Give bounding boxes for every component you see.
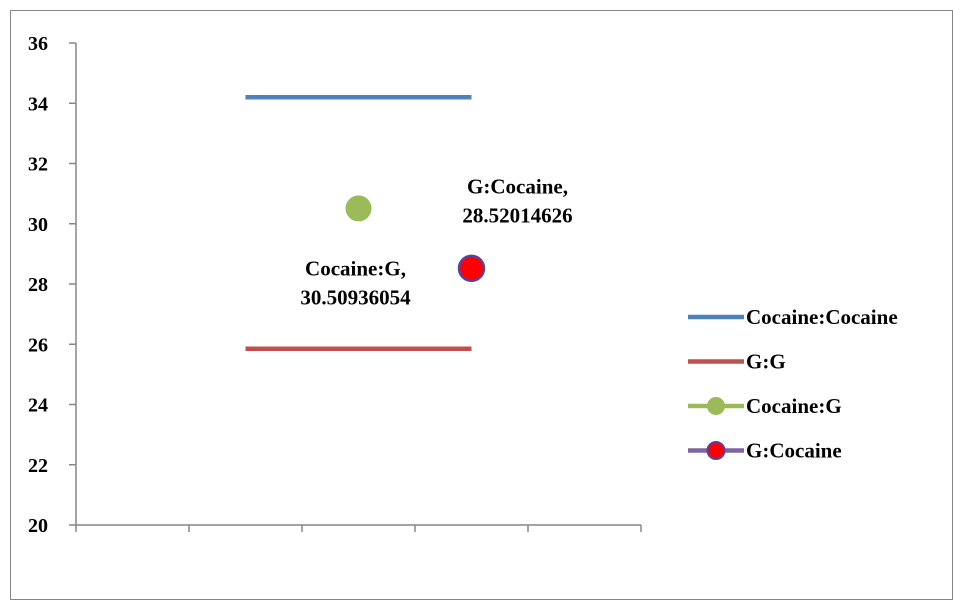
data-label-g-cocaine: G:Cocaine, — [467, 174, 568, 198]
data-point-cocaine-g — [345, 195, 372, 222]
y-tick-label: 24 — [28, 395, 48, 417]
data-label-g-cocaine: 28.52014626 — [462, 203, 572, 227]
series-layer — [245, 94, 486, 352]
y-ticks: 20 22 24 26 28 30 32 34 36 — [28, 33, 76, 537]
y-tick-label: 30 — [28, 214, 48, 236]
y-tick-label: 34 — [28, 93, 48, 115]
chart-frame — [10, 10, 953, 600]
chart-axes — [75, 43, 641, 526]
legend-label-cocaine-cocaine: Cocaine:Cocaine — [746, 305, 898, 329]
y-tick-label: 20 — [28, 515, 48, 537]
y-tick-label: 36 — [28, 33, 48, 55]
legend-marker-g-cocaine — [706, 441, 726, 460]
legend-label-g-g: G:G — [746, 350, 786, 374]
legend-marker-cocaine-g — [707, 397, 725, 415]
x-ticks — [75, 525, 642, 532]
legend: Cocaine:Cocaine G:G Cocaine:G G:Cocaine — [688, 305, 898, 463]
y-tick-label: 28 — [28, 274, 48, 296]
y-tick-label: 26 — [28, 334, 48, 356]
y-tick-label: 32 — [28, 154, 48, 176]
data-label-cocaine-g: 30.50936054 — [300, 285, 411, 309]
legend-label-cocaine-g: Cocaine:G — [746, 394, 842, 418]
data-labels: Cocaine:G, 30.50936054 G:Cocaine, 28.520146… — [300, 174, 572, 309]
legend-label-g-cocaine: G:Cocaine — [746, 439, 842, 463]
data-label-cocaine-g: Cocaine:G, — [305, 256, 406, 280]
data-point-g-cocaine — [457, 254, 486, 283]
y-tick-label: 22 — [28, 455, 48, 477]
chart-svg: 20 22 24 26 28 30 32 34 36 Cocaine:G, 30.50936054… — [28, 33, 898, 537]
